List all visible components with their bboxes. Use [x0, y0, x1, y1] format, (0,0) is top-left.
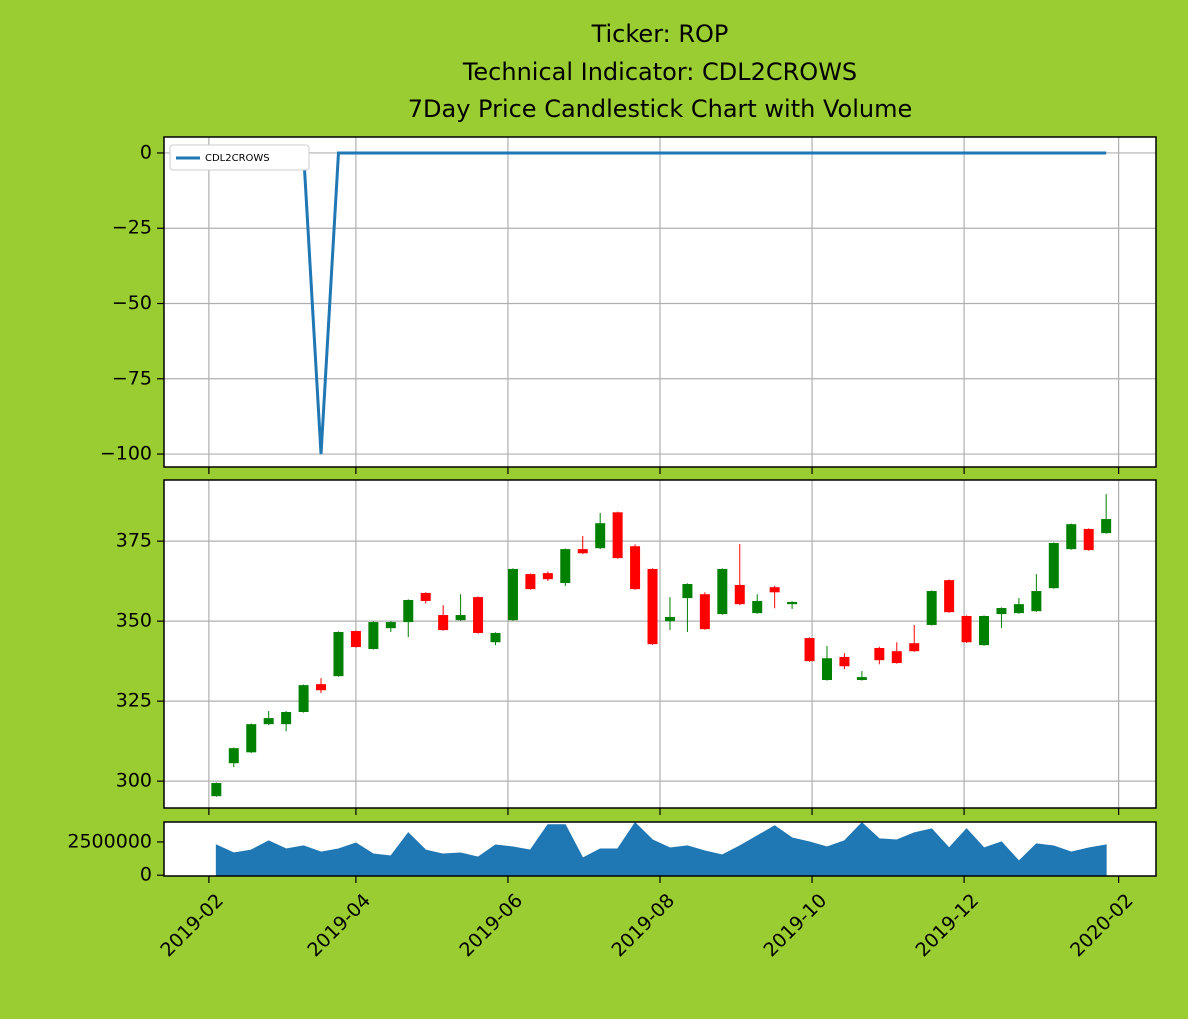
candle-body: [473, 597, 484, 633]
candle-body: [734, 584, 745, 605]
candle-body: [525, 574, 536, 590]
candle-body: [281, 712, 292, 725]
candle-body: [821, 658, 832, 680]
candle-body: [333, 632, 344, 677]
candle-body: [1083, 528, 1094, 551]
candle-body: [979, 616, 990, 646]
candle-body: [856, 677, 867, 680]
candle-body: [595, 523, 606, 549]
candle-body: [699, 594, 710, 630]
candle-body: [839, 656, 850, 667]
chart-title: 7Day Price Candlestick Chart with Volume: [408, 95, 913, 123]
candle-body: [490, 632, 501, 643]
candle-body: [350, 631, 361, 648]
legend: CDL2CROWS: [169, 144, 310, 171]
candle-body: [961, 616, 972, 643]
candle-body: [1013, 604, 1024, 614]
candle-body: [664, 616, 675, 622]
candle-body: [752, 600, 763, 614]
candle-body: [316, 684, 327, 691]
y-tick-label: 350: [116, 610, 152, 632]
candle-body: [438, 615, 449, 631]
y-tick-label: −75: [112, 367, 152, 389]
candle-body: [944, 580, 955, 613]
candle-body: [1066, 524, 1077, 550]
candle-body: [246, 724, 257, 753]
candle-body: [368, 622, 379, 649]
candle-body: [804, 638, 815, 662]
candle-body: [1048, 543, 1059, 589]
line: [216, 151, 1107, 455]
y-tick-label: −50: [112, 292, 152, 314]
candle-body: [612, 512, 623, 559]
chart-title: Technical Indicator: CDL2CROWS: [462, 58, 857, 86]
candle-body: [560, 549, 571, 584]
candle-body: [717, 568, 728, 615]
y-tick-label: 2500000: [67, 830, 152, 852]
candle-body: [891, 651, 902, 664]
candle-body: [298, 685, 309, 712]
y-tick-label: 325: [116, 690, 152, 712]
candle-body: [420, 592, 431, 601]
plot-frame: [163, 136, 1157, 468]
candle-body: [455, 615, 466, 621]
chart-title: Ticker: ROP: [591, 20, 729, 48]
candle-body: [909, 643, 920, 652]
candle-body: [1101, 519, 1112, 534]
plot-frame: [163, 821, 1157, 877]
candle-body: [996, 608, 1007, 615]
y-tick-label: −25: [112, 217, 152, 239]
candle-body: [211, 783, 222, 797]
plot-marks: [164, 137, 1156, 467]
area: [215, 822, 1107, 876]
candle-body: [874, 648, 885, 661]
plot-marks: [164, 480, 1156, 808]
candle-body: [403, 600, 414, 623]
legend-box: [169, 144, 310, 171]
candle-body: [263, 718, 274, 725]
candle-body: [1031, 591, 1042, 612]
candle-body: [787, 601, 798, 605]
plot-frame: [163, 479, 1157, 809]
y-tick-label: 0: [140, 864, 152, 886]
candle-body: [926, 591, 937, 625]
y-tick-label: −100: [100, 443, 152, 465]
plot-marks: [215, 822, 1107, 876]
candle-body: [647, 568, 658, 645]
candle-body: [769, 587, 780, 593]
y-tick-label: 300: [116, 770, 152, 792]
candle-body: [542, 573, 553, 580]
candle-body: [228, 748, 239, 764]
candle-body: [577, 549, 588, 554]
candle-body: [682, 584, 693, 599]
candle-body: [385, 622, 396, 629]
legend-label: CDL2CROWS: [205, 153, 270, 164]
candle-body: [630, 546, 641, 590]
y-tick-label: 0: [140, 141, 152, 163]
y-tick-label: 375: [116, 530, 152, 552]
candle-body: [507, 568, 518, 621]
